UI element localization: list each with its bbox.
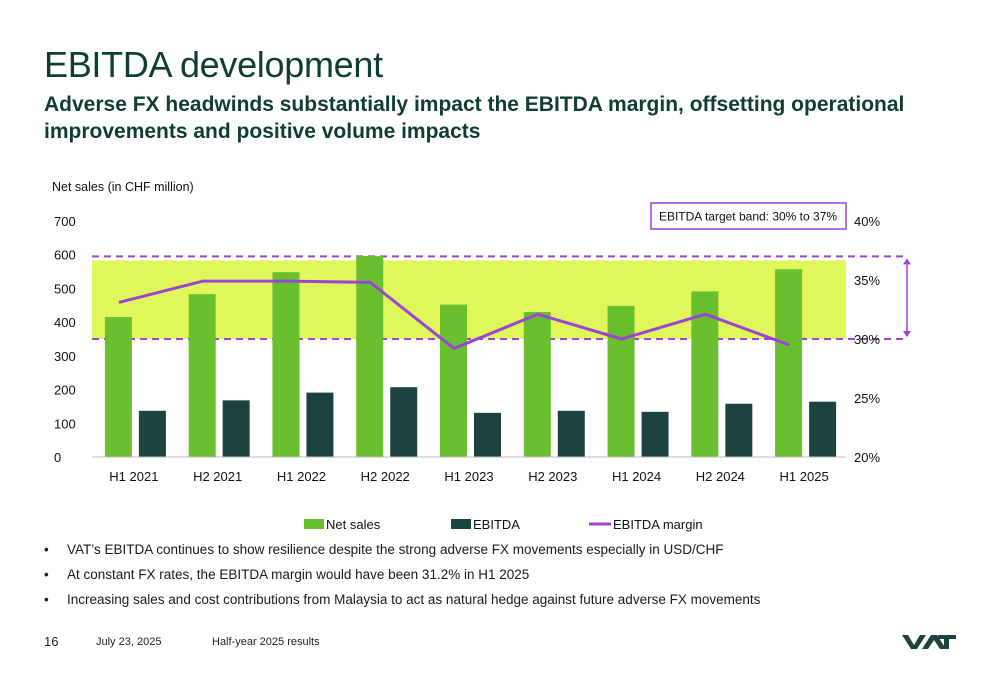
ebitda-bar [138, 410, 166, 457]
y-tick-label: 600 [54, 248, 76, 263]
y2-tick-label: 25% [854, 391, 880, 406]
bullet-item: Increasing sales and cost contributions … [44, 587, 760, 612]
footer-date: July 23, 2025 [96, 636, 162, 648]
legend-swatch [451, 519, 471, 529]
y-tick-label: 700 [54, 214, 76, 229]
y-axis-title: Net sales (in CHF million) [52, 180, 194, 194]
ebitda-margin-line [118, 279, 790, 350]
y2-tick-label: 20% [854, 450, 880, 465]
bullet-item: VAT’s EBITDA continues to show resilienc… [44, 537, 760, 562]
y-tick-label: 400 [54, 315, 76, 330]
y-tick-label: 0 [54, 450, 61, 465]
y2-tick-label: 35% [854, 273, 880, 288]
ebitda-bar [222, 400, 250, 457]
bullet-item: At constant FX rates, the EBITDA margin … [44, 562, 760, 587]
net-sales-bar [356, 256, 384, 457]
legend-swatch [304, 519, 324, 529]
x-tick-label: H2 2023 [528, 469, 577, 484]
slide-title: EBITDA development [44, 44, 383, 85]
logo-a-mark [922, 635, 946, 649]
target-band-area [92, 260, 846, 339]
target-band-label-box [650, 202, 847, 230]
x-tick-label: H1 2023 [444, 469, 493, 484]
x-tick-label: H1 2024 [612, 469, 661, 484]
logo-v-mark [902, 635, 926, 649]
y-tick-label: 200 [54, 383, 76, 398]
x-tick-label: H1 2025 [780, 469, 829, 484]
ebitda-bar [641, 411, 669, 457]
target-band-arrow-head-top [903, 258, 911, 265]
ebitda-bar [725, 403, 753, 457]
ebitda-bar [390, 387, 418, 457]
x-tick-label: H2 2022 [361, 469, 410, 484]
x-tick-label: H1 2022 [277, 469, 326, 484]
legend-label: Net sales [326, 517, 381, 532]
vat-logo [902, 635, 956, 649]
target-band-label: EBITDA target band: 30% to 37% [659, 210, 837, 224]
ebitda-chart: EBITDA target band: 30% to 37% Net sales … [52, 180, 911, 532]
net-sales-bar [104, 317, 132, 457]
y2-tick-label: 30% [854, 332, 880, 347]
page-number: 16 [44, 634, 59, 649]
y-tick-label: 100 [54, 416, 76, 431]
ebitda-bar [557, 410, 585, 457]
x-tick-label: H2 2024 [696, 469, 745, 484]
target-band-arrow-head-bottom [903, 331, 911, 337]
ebitda-bar [306, 392, 334, 457]
net-sales-bar [691, 291, 719, 457]
y2-tick-label: 40% [854, 214, 880, 229]
y-tick-label: 500 [54, 281, 76, 296]
net-sales-bar [523, 312, 551, 457]
x-tick-label: H2 2021 [193, 469, 242, 484]
slide-subtitle: Adverse FX headwinds substantially impac… [44, 93, 905, 143]
y-tick-label: 300 [54, 349, 76, 364]
bullet-list: VAT’s EBITDA continues to show resilienc… [44, 537, 760, 612]
legend-label: EBITDA margin [613, 517, 703, 532]
net-sales-bar [188, 294, 216, 457]
net-sales-bar [775, 269, 803, 457]
net-sales-bar [607, 305, 635, 457]
net-sales-bar [272, 272, 300, 457]
logo-t-mark [938, 635, 956, 649]
x-tick-label: H1 2021 [109, 469, 158, 484]
legend-label: EBITDA [473, 517, 520, 532]
ebitda-bar [474, 412, 501, 457]
footer-label: Half-year 2025 results [212, 636, 320, 648]
net-sales-bar [440, 304, 467, 457]
ebitda-bar [809, 401, 837, 457]
